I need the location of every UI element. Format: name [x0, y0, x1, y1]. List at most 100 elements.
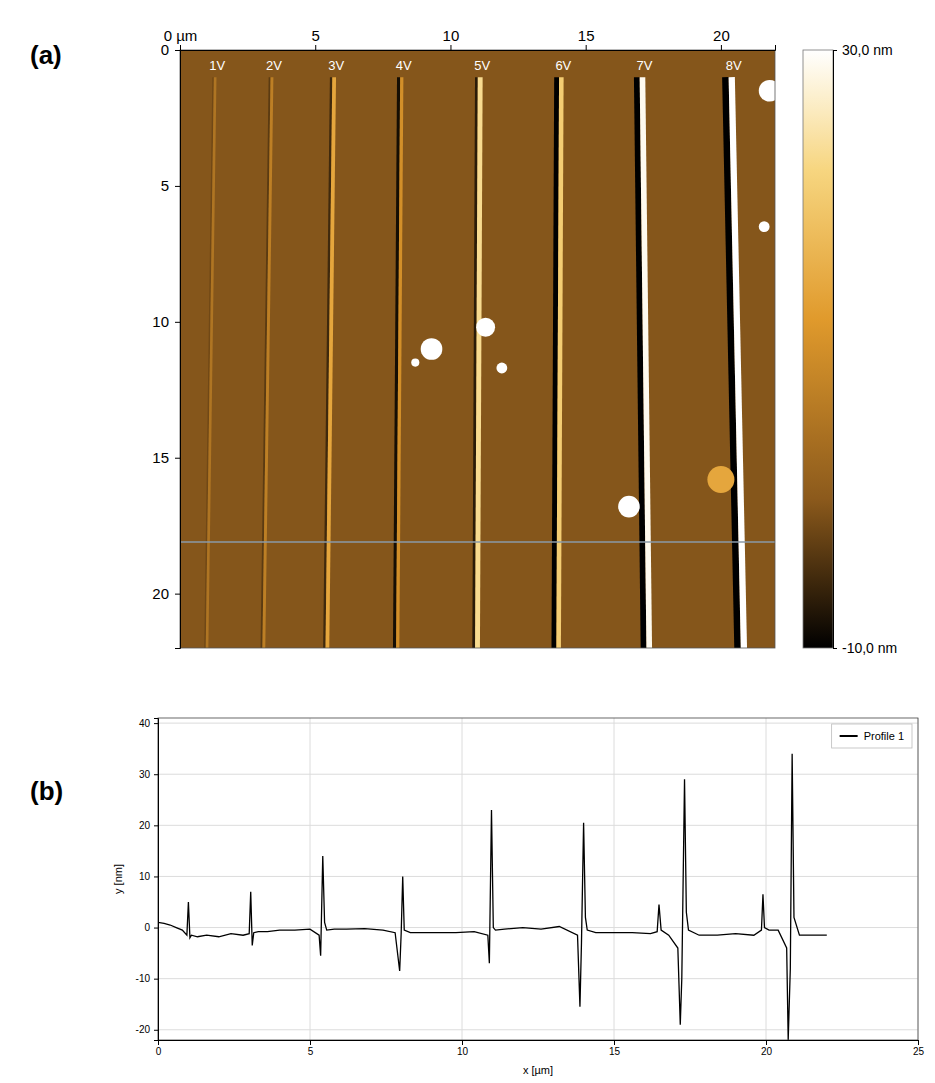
x-axis-title: x [µm]	[523, 1064, 553, 1076]
legend-swatch	[840, 735, 858, 737]
tick: 5	[312, 27, 320, 50]
grid	[158, 718, 918, 1040]
particle	[421, 338, 443, 360]
tick: 20	[713, 27, 730, 50]
tick: 10	[152, 313, 180, 330]
x-axis-line	[159, 1041, 919, 1046]
grid-line	[462, 718, 463, 1040]
tick-label: -20	[136, 1024, 151, 1035]
tick-mark	[586, 45, 587, 50]
tick: 15	[609, 1040, 621, 1057]
grid-line	[158, 876, 918, 877]
tick-label: 30,0 nm	[842, 42, 893, 58]
legend-box	[832, 724, 912, 748]
tick-label: 10	[139, 871, 151, 882]
tick: 15	[578, 27, 595, 50]
tick-mark	[310, 1040, 311, 1045]
ridge	[559, 77, 562, 648]
tick-label: 30	[139, 769, 151, 780]
tick: 5	[161, 177, 180, 194]
voltage-label: 1V	[209, 58, 225, 73]
x-axis: 0 µm5101520	[164, 27, 776, 51]
tick-mark	[154, 1030, 158, 1031]
plot-frame	[158, 718, 918, 1040]
voltage-label: 6V	[555, 58, 571, 73]
particle	[496, 363, 507, 374]
figure: (a)1V2V3V4V5V6V7V8V0 µm51015200510152030…	[0, 0, 935, 1083]
tick-mark	[175, 594, 180, 595]
y-axis-line	[175, 51, 181, 649]
tick-label: 15	[152, 449, 169, 466]
tick-mark	[180, 45, 181, 50]
tick-label: 15	[609, 1046, 621, 1057]
tick-label: 0	[156, 1046, 162, 1057]
tick-mark	[315, 45, 316, 50]
voltage-label: 7V	[637, 58, 653, 73]
tick-label: 25	[913, 1046, 925, 1057]
x-axis: 0510152025	[156, 1040, 925, 1057]
ridge	[478, 77, 481, 648]
tick: 10	[443, 27, 460, 50]
tick-label: -10,0 nm	[842, 640, 897, 656]
tick: 15	[152, 449, 180, 466]
x-axis-line	[181, 45, 776, 51]
ridge	[207, 77, 215, 648]
tick-label: 15	[578, 27, 595, 44]
background	[180, 50, 775, 648]
particle	[707, 466, 734, 493]
tick-mark	[175, 50, 180, 51]
afm-image	[180, 50, 775, 648]
tick-label: 5	[312, 27, 320, 44]
particle	[476, 318, 495, 337]
tick-mark	[154, 928, 158, 929]
tick-label: 20	[761, 1046, 773, 1057]
grid-line	[158, 978, 918, 979]
y-axis-line	[154, 719, 159, 1041]
particle	[618, 496, 640, 518]
tick-mark	[175, 458, 180, 459]
tick: 20	[761, 1040, 773, 1057]
grid-line	[614, 718, 615, 1040]
particle	[759, 80, 775, 102]
tick-label: 0	[161, 41, 169, 58]
tick-mark	[154, 723, 158, 724]
ridge	[327, 77, 334, 648]
tick-mark	[766, 1040, 767, 1045]
ridge	[264, 77, 272, 648]
tick-mark	[154, 979, 158, 980]
tick-label: 5	[308, 1046, 314, 1057]
tick: 10	[139, 871, 158, 882]
y-axis-title: y [nm]	[112, 864, 124, 894]
image-frame	[180, 50, 775, 648]
ridge	[732, 77, 744, 648]
tick-mark	[450, 45, 451, 50]
panel-label: (a)	[30, 40, 62, 70]
tick: 25	[913, 1040, 925, 1057]
voltage-label: 5V	[474, 58, 490, 73]
tick-mark	[833, 648, 837, 649]
voltage-label: 4V	[396, 58, 412, 73]
colorbar-axis: 30,0 nm -10,0 nm	[833, 42, 897, 656]
voltage-label: 2V	[266, 58, 282, 73]
grid-line	[158, 825, 918, 826]
tick: 0	[144, 922, 158, 933]
particle	[759, 221, 770, 232]
tick: 20	[152, 585, 180, 602]
plot-area	[158, 754, 827, 1040]
tick: 30	[139, 769, 158, 780]
tick-label: 40	[139, 718, 151, 729]
tick-label: 5	[161, 177, 169, 194]
grid-line	[158, 723, 918, 724]
tick-label: 10	[443, 27, 460, 44]
y-axis: 0 5 10 15 20	[152, 41, 180, 648]
profile-curve	[158, 754, 827, 1040]
y-axis: -20-10010203040	[136, 718, 159, 1041]
grid-line	[310, 718, 311, 1040]
tick-mark	[918, 1040, 919, 1045]
particle	[411, 359, 419, 367]
tick-mark	[833, 50, 837, 51]
tick: -10,0 nm	[833, 640, 897, 656]
profile-line	[180, 541, 775, 543]
voltage-label: 8V	[726, 58, 742, 73]
grid-line	[158, 774, 918, 775]
